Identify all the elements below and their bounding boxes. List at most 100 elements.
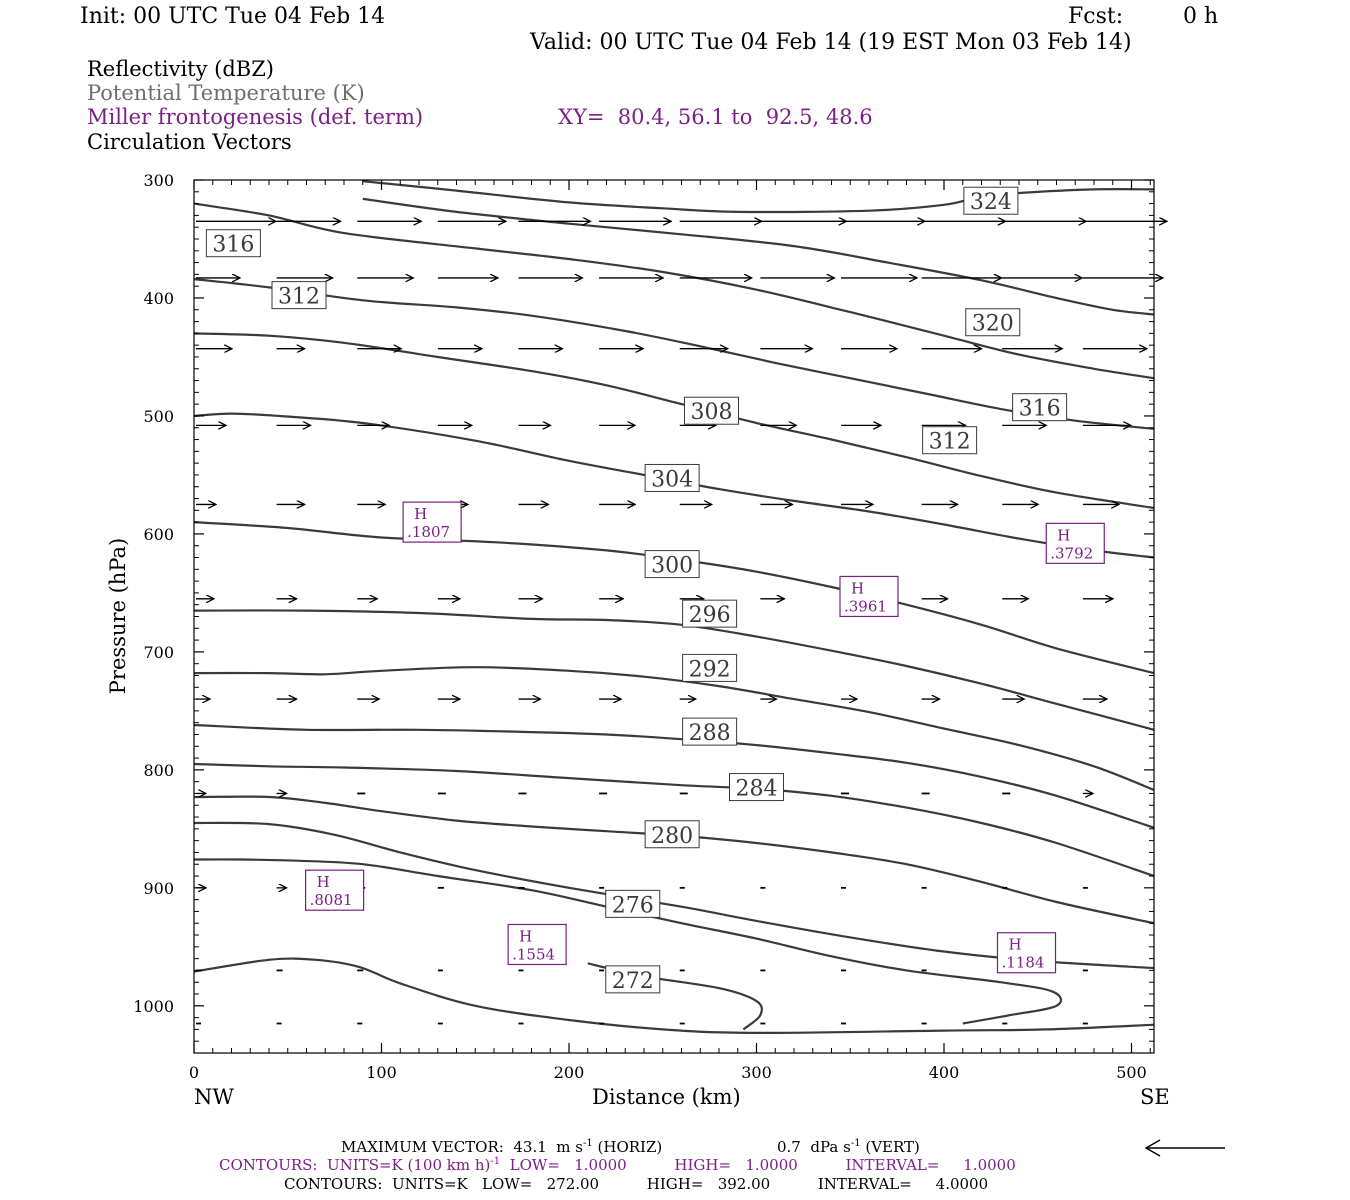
- theta-label-box: [682, 653, 738, 682]
- theta-label-text: 312: [278, 285, 320, 310]
- frontogenesis-max-box: [996, 932, 1057, 974]
- theta-contour-320-16: [362, 197, 1155, 316]
- theta-label-text: 292: [689, 657, 731, 682]
- frontogenesis-max-value: .1554: [512, 945, 555, 963]
- theta-label-text: 280: [651, 824, 693, 849]
- theta-label-box: [963, 186, 1019, 215]
- theta-label-box: [922, 426, 978, 455]
- frontogenesis-max-box: [305, 869, 365, 911]
- init-time: Init: 00 UTC Tue 04 Feb 14: [80, 4, 386, 29]
- theta-label-304-10: 304: [644, 463, 700, 492]
- frontogenesis-max-label: H: [317, 873, 330, 891]
- frontogenesis-contour-info: CONTOURS: UNITS=K (100 km h)-1 LOW= 1.00…: [219, 1156, 1016, 1174]
- theta-label-312-13: 312: [922, 426, 978, 455]
- theta-label-box: [1012, 393, 1068, 422]
- theta-contour-300-9: [193, 521, 1155, 675]
- theta-label-312-12: 312: [271, 281, 327, 310]
- legend-frontogenesis: Miller frontogenesis (def. term): [87, 105, 424, 129]
- frontogenesis-max-label: H: [414, 505, 427, 523]
- theta-label-text: 300: [651, 554, 693, 579]
- x-tick-label: 500: [1116, 1063, 1147, 1082]
- theta-label-316-14: 316: [205, 229, 261, 258]
- y-tick-label: 900: [143, 879, 174, 898]
- x-tick-label: 0: [189, 1063, 199, 1082]
- x-tick-label: 200: [554, 1063, 585, 1082]
- theta-label-text: 276: [612, 893, 654, 918]
- theta-label-box: [965, 308, 1021, 337]
- x-axis-title: Distance (km): [592, 1085, 741, 1109]
- theta-label-box: [682, 599, 738, 628]
- max-vector-horizontal: MAXIMUM VECTOR: 43.1 m s-1 (HORIZ): [341, 1138, 663, 1156]
- theta-label-box: [644, 463, 700, 492]
- theta-label-300-9: 300: [644, 550, 700, 579]
- theta-label-box: [644, 820, 700, 849]
- theta-label-text: 288: [689, 721, 731, 746]
- nw-end-label: NW: [194, 1085, 234, 1109]
- theta-contour-316-14: [193, 202, 1155, 380]
- frontogenesis-max-value: .1184: [1002, 954, 1045, 972]
- frontogenesis-max-label: H: [519, 927, 532, 945]
- theta-label-box: [205, 229, 261, 258]
- theta-contour-288-6: [193, 723, 1155, 829]
- y-tick-label: 400: [143, 289, 174, 308]
- theta-label-text: 304: [651, 467, 693, 492]
- theta-label-text: 324: [970, 190, 1012, 215]
- frontogenesis-max-2: H.3792: [1045, 522, 1105, 564]
- reference-vector-arrow: [1144, 1139, 1225, 1157]
- theta-label-text: 296: [689, 603, 731, 628]
- theta-label-316-15: 316: [1012, 393, 1068, 422]
- frontogenesis-max-label: H: [851, 579, 864, 597]
- theta-contour-308-11: [193, 332, 1155, 510]
- frontogenesis-max-3: H.8081: [305, 869, 365, 911]
- y-tick-label: 700: [143, 643, 174, 662]
- y-tick-label: 500: [143, 407, 174, 426]
- forecast-hour: 0 h: [1183, 4, 1219, 29]
- theta-contour-info: CONTOURS: UNITS=K LOW= 272.00 HIGH= 392.…: [284, 1175, 989, 1193]
- theta-label-296-8: 296: [682, 599, 738, 628]
- frontogenesis-max-label: H: [1057, 526, 1070, 544]
- theta-label-box: [644, 550, 700, 579]
- theta-contour-segment-2: [193, 858, 1063, 1025]
- se-end-label: SE: [1140, 1085, 1170, 1109]
- y-tick-label: 600: [143, 525, 174, 544]
- theta-label-box: [271, 281, 327, 310]
- valid-time: Valid: 00 UTC Tue 04 Feb 14 (19 EST Mon …: [530, 30, 1132, 55]
- frontogenesis-max-1: H.3961: [839, 575, 899, 618]
- forecast-label: Fcst:: [1068, 4, 1124, 29]
- frontogenesis-max-0: H.1807: [402, 501, 462, 543]
- theta-label-292-7: 292: [682, 653, 738, 682]
- cross-section-endpoints: XY= 80.4, 56.1 to 92.5, 48.6: [558, 105, 873, 129]
- theta-label-text: 284: [736, 777, 778, 802]
- theta-contour-296-8: [193, 609, 1155, 731]
- theta-label-box: [682, 717, 738, 746]
- x-tick-label: 300: [741, 1063, 772, 1082]
- legend-potential-temperature: Potential Temperature (K): [87, 81, 365, 105]
- theta-label-284-5: 284: [729, 773, 784, 802]
- theta-label-280-4: 280: [644, 820, 700, 849]
- theta-label-324-17: 324: [963, 186, 1019, 215]
- theta-label-308-11: 308: [684, 396, 739, 425]
- theta-label-box: [684, 396, 739, 425]
- theta-label-276-3: 276: [605, 889, 661, 918]
- theta-label-text: 316: [1019, 397, 1061, 422]
- theta-label-text: 320: [972, 312, 1014, 337]
- x-tick-label: 400: [929, 1063, 960, 1082]
- frontogenesis-max-value: .3961: [844, 597, 887, 615]
- theta-label-box: [605, 889, 661, 918]
- legend-circulation-vectors: Circulation Vectors: [87, 130, 292, 154]
- theta-contour-312-12: [193, 278, 1155, 430]
- y-axis-title: Pressure (hPa): [106, 537, 130, 695]
- theta-label-box: [729, 773, 784, 802]
- frontogenesis-max-box: [507, 923, 567, 966]
- frontogenesis-max-box: [839, 575, 899, 618]
- max-vector-vertical: 0.7 dPa s-1 (VERT): [777, 1138, 920, 1156]
- theta-label-text: 312: [929, 430, 971, 455]
- frontogenesis-max-4: H.1554: [507, 923, 567, 966]
- legend-reflectivity: Reflectivity (dBZ): [87, 57, 275, 81]
- frontogenesis-max-box: [402, 501, 462, 543]
- theta-contour-284-5: [193, 762, 1155, 878]
- x-tick-label: 100: [366, 1063, 397, 1082]
- theta-label-text: 316: [212, 233, 254, 258]
- theta-contour-324-17: [362, 180, 1155, 214]
